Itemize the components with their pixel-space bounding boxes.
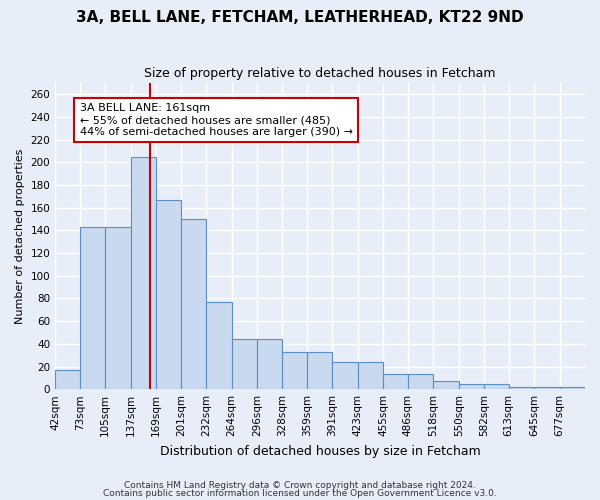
Text: 3A, BELL LANE, FETCHAM, LEATHERHEAD, KT22 9ND: 3A, BELL LANE, FETCHAM, LEATHERHEAD, KT2… bbox=[76, 10, 524, 25]
Bar bbox=[131, 157, 156, 389]
Bar bbox=[80, 227, 105, 389]
Text: Contains HM Land Registry data © Crown copyright and database right 2024.: Contains HM Land Registry data © Crown c… bbox=[124, 481, 476, 490]
Bar bbox=[509, 387, 534, 389]
Bar bbox=[433, 381, 458, 389]
Bar bbox=[257, 340, 283, 389]
Bar bbox=[55, 370, 80, 389]
Bar bbox=[560, 387, 585, 389]
Bar bbox=[534, 387, 560, 389]
Text: Contains public sector information licensed under the Open Government Licence v3: Contains public sector information licen… bbox=[103, 488, 497, 498]
Bar bbox=[332, 362, 358, 389]
Bar bbox=[181, 219, 206, 389]
Bar bbox=[156, 200, 181, 389]
Bar bbox=[232, 340, 257, 389]
Bar bbox=[358, 362, 383, 389]
Y-axis label: Number of detached properties: Number of detached properties bbox=[15, 148, 25, 324]
Bar bbox=[105, 227, 131, 389]
Bar bbox=[408, 374, 433, 389]
X-axis label: Distribution of detached houses by size in Fetcham: Distribution of detached houses by size … bbox=[160, 444, 481, 458]
Bar bbox=[484, 384, 509, 389]
Text: 3A BELL LANE: 161sqm
← 55% of detached houses are smaller (485)
44% of semi-deta: 3A BELL LANE: 161sqm ← 55% of detached h… bbox=[80, 104, 353, 136]
Bar bbox=[383, 374, 408, 389]
Bar bbox=[283, 352, 307, 389]
Bar bbox=[206, 302, 232, 389]
Bar bbox=[307, 352, 332, 389]
Title: Size of property relative to detached houses in Fetcham: Size of property relative to detached ho… bbox=[145, 68, 496, 80]
Bar bbox=[458, 384, 484, 389]
